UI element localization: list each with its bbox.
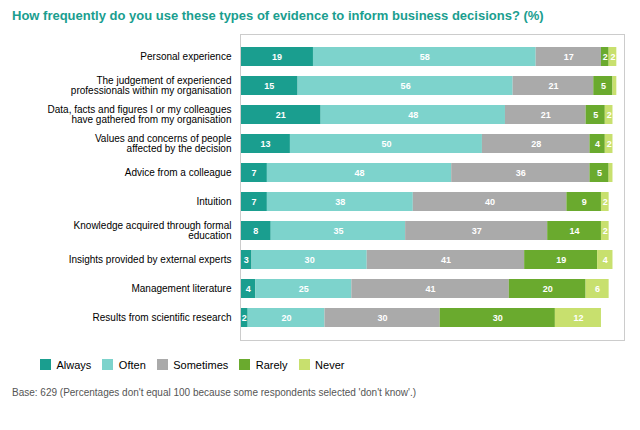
svg-text:30: 30 [493,313,503,323]
svg-text:50: 50 [381,139,391,149]
svg-text:21: 21 [541,110,551,120]
svg-text:2: 2 [603,52,608,62]
svg-text:38: 38 [335,197,345,207]
svg-text:The judgement of experiencedpr: The judgement of experiencedprofessional… [71,75,232,96]
svg-text:Intuition: Intuition [196,196,231,207]
svg-text:37: 37 [472,226,482,236]
html-text:Always: Always [56,358,92,371]
svg-text:15: 15 [264,81,274,91]
svg-text:14: 14 [570,226,580,236]
svg-text:7: 7 [251,197,256,207]
svg-text:Insights provided by external: Insights provided by external experts [69,254,232,265]
svg-text:30: 30 [378,313,388,323]
svg-text:5: 5 [597,168,602,178]
svg-text:5: 5 [593,110,598,120]
svg-text:4: 4 [595,139,600,149]
svg-text:9: 9 [582,197,587,207]
svg-text:2: 2 [603,226,608,236]
svg-text:Values and concerns of peoplea: Values and concerns of peopleaffected by… [95,133,232,154]
svg-text:19: 19 [272,52,282,62]
svg-text:25: 25 [299,284,309,294]
svg-text:4: 4 [603,255,608,265]
svg-text:19: 19 [556,255,566,265]
html-text:Often: Often [118,358,146,371]
svg-text:Results from scientific resear: Results from scientific research [93,312,232,323]
svg-text:41: 41 [426,284,436,294]
svg-text:48: 48 [355,168,365,178]
svg-text:3: 3 [244,255,249,265]
svg-text:21: 21 [548,81,558,91]
svg-text:Data, facts and figures I or m: Data, facts and figures I or my colleagu… [48,104,232,125]
svg-text:58: 58 [420,52,430,62]
svg-text:2: 2 [603,197,608,207]
svg-text:28: 28 [531,139,541,149]
svg-text:13: 13 [260,139,270,149]
svg-text:12: 12 [573,313,583,323]
svg-text:48: 48 [408,110,418,120]
svg-text:21: 21 [276,110,286,120]
html-text:How frequently do you use thes: How frequently do you use these types of… [12,8,544,23]
svg-text:20: 20 [543,284,553,294]
svg-text:2: 2 [242,313,247,323]
svg-text:Knowledge acquired through for: Knowledge acquired through formaleducati… [74,220,232,241]
svg-text:56: 56 [401,81,411,91]
svg-text:7: 7 [251,168,256,178]
svg-text:2: 2 [607,139,612,149]
svg-text:Advice from a colleague: Advice from a colleague [125,167,232,178]
svg-text:4: 4 [246,284,251,294]
svg-text:35: 35 [333,226,343,236]
html-text:Never: Never [315,358,345,371]
svg-text:2: 2 [610,52,615,62]
svg-text:41: 41 [441,255,451,265]
svg-text:40: 40 [485,197,495,207]
svg-text:Personal experience: Personal experience [140,51,232,62]
svg-text:2: 2 [607,110,612,120]
svg-text:30: 30 [305,255,315,265]
svg-text:8: 8 [253,226,258,236]
html-text:Rarely: Rarely [255,358,288,371]
svg-text:20: 20 [282,313,292,323]
svg-text:17: 17 [564,52,574,62]
html-text:Base: 629 (Percentages don't e: Base: 629 (Percentages don't equal 100 b… [12,386,416,398]
svg-text:36: 36 [516,168,526,178]
svg-text:5: 5 [601,81,606,91]
html-text:Sometimes: Sometimes [173,358,229,371]
svg-text:6: 6 [595,284,600,294]
svg-text:Management literature: Management literature [131,283,231,294]
